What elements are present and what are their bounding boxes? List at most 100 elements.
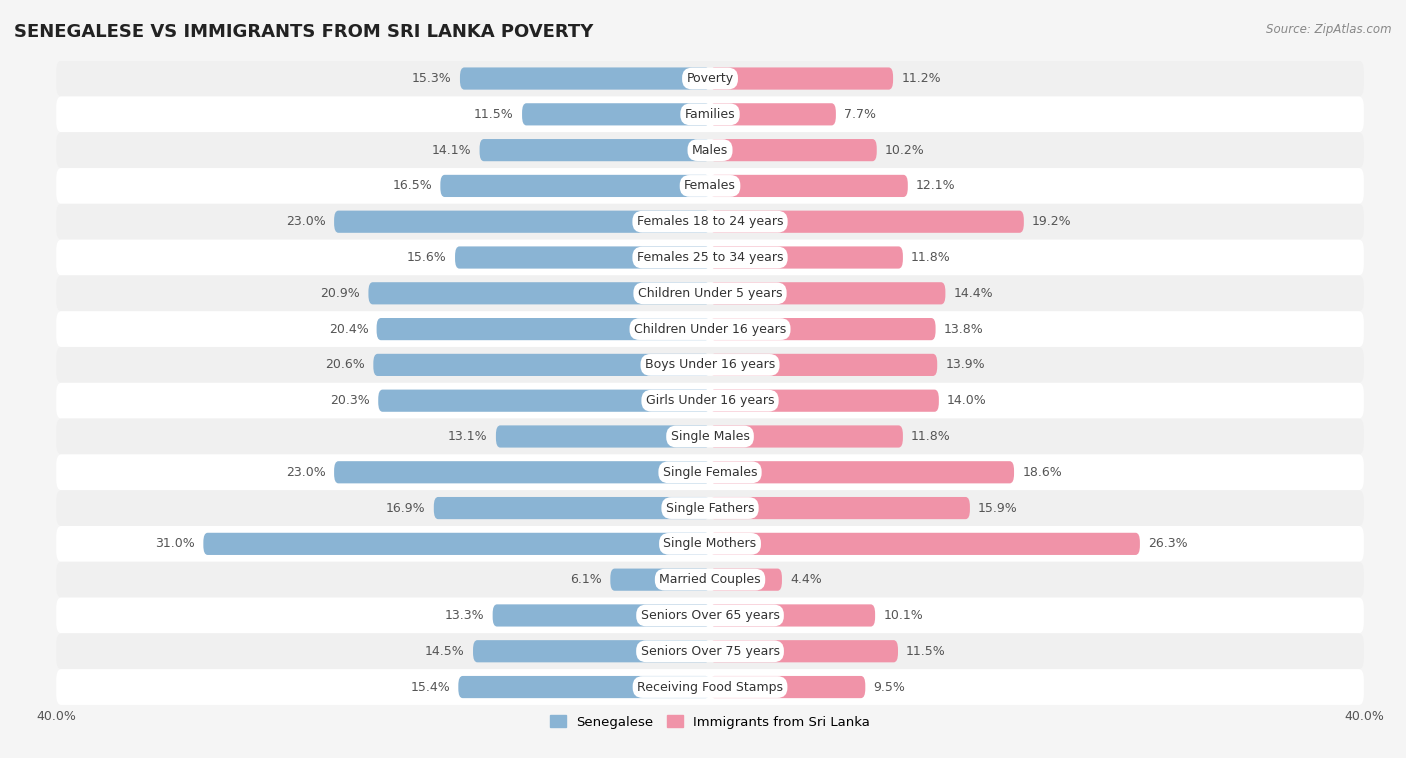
- FancyBboxPatch shape: [56, 61, 1364, 96]
- Text: Single Females: Single Females: [662, 465, 758, 479]
- FancyBboxPatch shape: [368, 282, 710, 305]
- FancyBboxPatch shape: [56, 454, 1364, 490]
- Text: 20.9%: 20.9%: [321, 287, 360, 300]
- Text: 14.5%: 14.5%: [425, 645, 465, 658]
- Text: 16.5%: 16.5%: [392, 180, 432, 193]
- Text: Females 18 to 24 years: Females 18 to 24 years: [637, 215, 783, 228]
- Text: Single Males: Single Males: [671, 430, 749, 443]
- Text: 14.0%: 14.0%: [948, 394, 987, 407]
- FancyBboxPatch shape: [710, 175, 908, 197]
- FancyBboxPatch shape: [710, 604, 875, 627]
- Text: 12.1%: 12.1%: [915, 180, 956, 193]
- Text: 15.4%: 15.4%: [411, 681, 450, 694]
- FancyBboxPatch shape: [710, 139, 877, 161]
- FancyBboxPatch shape: [56, 347, 1364, 383]
- Text: Single Mothers: Single Mothers: [664, 537, 756, 550]
- FancyBboxPatch shape: [458, 676, 710, 698]
- FancyBboxPatch shape: [522, 103, 710, 125]
- Text: Source: ZipAtlas.com: Source: ZipAtlas.com: [1267, 23, 1392, 36]
- Text: Girls Under 16 years: Girls Under 16 years: [645, 394, 775, 407]
- FancyBboxPatch shape: [440, 175, 710, 197]
- FancyBboxPatch shape: [56, 275, 1364, 312]
- Text: 20.4%: 20.4%: [329, 323, 368, 336]
- FancyBboxPatch shape: [56, 240, 1364, 275]
- Text: Children Under 16 years: Children Under 16 years: [634, 323, 786, 336]
- Text: 13.1%: 13.1%: [449, 430, 488, 443]
- FancyBboxPatch shape: [56, 526, 1364, 562]
- FancyBboxPatch shape: [377, 318, 710, 340]
- FancyBboxPatch shape: [710, 103, 837, 125]
- Text: 18.6%: 18.6%: [1022, 465, 1062, 479]
- FancyBboxPatch shape: [710, 641, 898, 662]
- FancyBboxPatch shape: [56, 562, 1364, 597]
- FancyBboxPatch shape: [479, 139, 710, 161]
- Text: 14.1%: 14.1%: [432, 143, 471, 157]
- Text: 31.0%: 31.0%: [156, 537, 195, 550]
- Text: 11.2%: 11.2%: [901, 72, 941, 85]
- FancyBboxPatch shape: [374, 354, 710, 376]
- FancyBboxPatch shape: [710, 461, 1014, 484]
- Text: 13.8%: 13.8%: [943, 323, 984, 336]
- Text: 9.5%: 9.5%: [873, 681, 905, 694]
- Text: 11.5%: 11.5%: [905, 645, 946, 658]
- Text: Boys Under 16 years: Boys Under 16 years: [645, 359, 775, 371]
- FancyBboxPatch shape: [56, 383, 1364, 418]
- FancyBboxPatch shape: [710, 318, 935, 340]
- Text: 15.6%: 15.6%: [408, 251, 447, 264]
- Text: 16.9%: 16.9%: [387, 502, 426, 515]
- FancyBboxPatch shape: [56, 418, 1364, 454]
- FancyBboxPatch shape: [710, 246, 903, 268]
- Text: 10.1%: 10.1%: [883, 609, 922, 622]
- Text: Females: Females: [685, 180, 735, 193]
- Text: 20.3%: 20.3%: [330, 394, 370, 407]
- Text: Females 25 to 34 years: Females 25 to 34 years: [637, 251, 783, 264]
- FancyBboxPatch shape: [460, 67, 710, 89]
- FancyBboxPatch shape: [378, 390, 710, 412]
- Text: Seniors Over 75 years: Seniors Over 75 years: [641, 645, 779, 658]
- Text: 11.5%: 11.5%: [474, 108, 515, 121]
- Text: 10.2%: 10.2%: [884, 143, 925, 157]
- FancyBboxPatch shape: [56, 132, 1364, 168]
- Text: Families: Families: [685, 108, 735, 121]
- FancyBboxPatch shape: [710, 568, 782, 590]
- Text: 7.7%: 7.7%: [844, 108, 876, 121]
- Text: Males: Males: [692, 143, 728, 157]
- FancyBboxPatch shape: [56, 634, 1364, 669]
- FancyBboxPatch shape: [492, 604, 710, 627]
- FancyBboxPatch shape: [472, 641, 710, 662]
- Text: Poverty: Poverty: [686, 72, 734, 85]
- Text: 19.2%: 19.2%: [1032, 215, 1071, 228]
- Text: 4.4%: 4.4%: [790, 573, 823, 586]
- FancyBboxPatch shape: [496, 425, 710, 447]
- FancyBboxPatch shape: [710, 533, 1140, 555]
- FancyBboxPatch shape: [56, 312, 1364, 347]
- FancyBboxPatch shape: [56, 168, 1364, 204]
- FancyBboxPatch shape: [710, 67, 893, 89]
- Text: 15.9%: 15.9%: [979, 502, 1018, 515]
- FancyBboxPatch shape: [710, 390, 939, 412]
- Text: SENEGALESE VS IMMIGRANTS FROM SRI LANKA POVERTY: SENEGALESE VS IMMIGRANTS FROM SRI LANKA …: [14, 23, 593, 41]
- Text: Married Couples: Married Couples: [659, 573, 761, 586]
- Text: Children Under 5 years: Children Under 5 years: [638, 287, 782, 300]
- FancyBboxPatch shape: [56, 96, 1364, 132]
- FancyBboxPatch shape: [204, 533, 710, 555]
- Text: Receiving Food Stamps: Receiving Food Stamps: [637, 681, 783, 694]
- FancyBboxPatch shape: [710, 676, 865, 698]
- FancyBboxPatch shape: [710, 425, 903, 447]
- FancyBboxPatch shape: [456, 246, 710, 268]
- FancyBboxPatch shape: [710, 497, 970, 519]
- FancyBboxPatch shape: [710, 282, 945, 305]
- Text: 15.3%: 15.3%: [412, 72, 451, 85]
- Text: Single Fathers: Single Fathers: [666, 502, 754, 515]
- Text: 26.3%: 26.3%: [1149, 537, 1188, 550]
- Text: Seniors Over 65 years: Seniors Over 65 years: [641, 609, 779, 622]
- Text: 23.0%: 23.0%: [287, 215, 326, 228]
- Text: 20.6%: 20.6%: [325, 359, 366, 371]
- FancyBboxPatch shape: [335, 461, 710, 484]
- Text: 11.8%: 11.8%: [911, 430, 950, 443]
- Text: 13.3%: 13.3%: [444, 609, 485, 622]
- FancyBboxPatch shape: [56, 597, 1364, 634]
- FancyBboxPatch shape: [56, 669, 1364, 705]
- Text: 13.9%: 13.9%: [945, 359, 986, 371]
- FancyBboxPatch shape: [56, 490, 1364, 526]
